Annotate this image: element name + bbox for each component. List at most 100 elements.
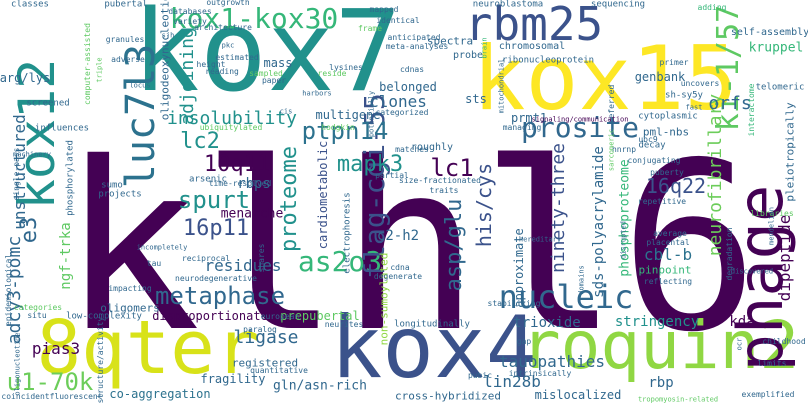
word: height bbox=[196, 60, 226, 69]
word: low-complexity bbox=[66, 311, 142, 322]
word: longitudinally bbox=[394, 319, 470, 330]
word: 16p11 bbox=[182, 216, 250, 241]
word: klhl6 bbox=[60, 113, 760, 383]
word: tropomyosin-related bbox=[637, 395, 719, 404]
word: placental bbox=[646, 238, 690, 247]
word: ligase bbox=[233, 327, 299, 348]
word: harbors bbox=[302, 89, 332, 98]
word: mislocalized bbox=[534, 388, 622, 402]
word: reside bbox=[317, 69, 347, 78]
word: probe bbox=[452, 50, 484, 61]
word: roughly bbox=[410, 142, 454, 153]
word: outgrowth bbox=[206, 0, 250, 7]
word: rbps bbox=[237, 176, 271, 192]
word: anticipated bbox=[387, 33, 441, 42]
word: discovered bbox=[730, 267, 774, 276]
word: registered bbox=[231, 356, 299, 370]
word: prepubertal bbox=[280, 309, 360, 323]
word: prosite bbox=[520, 111, 640, 144]
word: neurodegenerative bbox=[175, 274, 257, 283]
word: 10q11 bbox=[203, 152, 271, 177]
word: coincidentfluorescent bbox=[1, 392, 103, 401]
word: sts bbox=[465, 92, 487, 106]
word: libraries bbox=[750, 209, 794, 218]
word: roquin2 bbox=[520, 307, 800, 384]
word: 8qter bbox=[36, 305, 260, 391]
word: spurt bbox=[177, 186, 251, 214]
word: c2-h2 bbox=[376, 228, 420, 244]
word: variety bbox=[173, 17, 207, 26]
word: co-aggregation bbox=[109, 387, 211, 401]
word: spectra bbox=[426, 34, 474, 48]
word: gln/asn-rich bbox=[273, 378, 367, 394]
word: neuroblastoma bbox=[472, 0, 544, 10]
word: gap bbox=[516, 337, 532, 346]
word: frame bbox=[357, 24, 383, 33]
word: dipeptide bbox=[775, 214, 794, 302]
word: reflecting bbox=[643, 277, 693, 286]
word: cdnas bbox=[399, 65, 425, 74]
word: pml-nbs bbox=[642, 125, 690, 139]
word: repetitive bbox=[637, 197, 687, 206]
word: telomeric bbox=[755, 82, 805, 93]
word: primer bbox=[659, 58, 689, 67]
word: hnrnp bbox=[611, 145, 637, 154]
word: kda bbox=[729, 314, 755, 330]
word: stringency bbox=[614, 314, 700, 330]
word: disrupted bbox=[619, 221, 628, 259]
word: categories bbox=[13, 303, 63, 312]
word: stabilizing bbox=[487, 299, 541, 308]
word: reading bbox=[205, 67, 239, 76]
word: kox1-kox30 bbox=[169, 2, 339, 35]
word: phosphoproteome bbox=[617, 159, 633, 277]
word: interactome bbox=[747, 83, 756, 137]
word: cardiometabolic bbox=[316, 140, 330, 250]
word: pleiotropically bbox=[783, 102, 797, 202]
word: european bbox=[260, 312, 300, 321]
word: uncovers bbox=[680, 79, 720, 88]
word: nucleic bbox=[498, 278, 634, 316]
word: fast bbox=[685, 103, 703, 112]
word: ribonucleoprotein bbox=[501, 55, 595, 66]
word: sds-polyacrylamide bbox=[591, 146, 607, 298]
word: rbp bbox=[648, 375, 674, 391]
word: machinery bbox=[13, 150, 51, 159]
word: size-fractionated bbox=[399, 176, 481, 185]
word: insolubility bbox=[166, 108, 298, 129]
word: u1-70k bbox=[6, 368, 94, 396]
word: computer-assisted bbox=[83, 23, 92, 105]
word: time-resolved bbox=[208, 179, 272, 188]
word: influences bbox=[34, 123, 90, 134]
word: phosphorylated bbox=[65, 140, 76, 216]
word: pias3 bbox=[31, 339, 81, 358]
word: traits bbox=[429, 186, 459, 195]
word: mapk3 bbox=[336, 152, 404, 177]
word: sumo bbox=[101, 180, 123, 191]
word: mapped bbox=[369, 5, 399, 14]
word: mitochondrial bbox=[497, 58, 506, 114]
word: sequencing bbox=[590, 0, 646, 10]
word: epidemiological bbox=[4, 253, 13, 327]
word: puberty bbox=[650, 168, 684, 177]
word: identical bbox=[376, 16, 420, 25]
word: kruppel bbox=[748, 40, 804, 56]
word: lin28b bbox=[483, 372, 541, 391]
word: shares bbox=[257, 243, 266, 273]
word: sarcomeric bbox=[607, 128, 616, 172]
word: metaphase bbox=[154, 282, 286, 310]
word: situ bbox=[27, 311, 47, 320]
word: pubic bbox=[467, 371, 493, 380]
word: exemplified bbox=[741, 390, 795, 399]
word: degenerate bbox=[373, 272, 423, 281]
word: cis bbox=[279, 107, 293, 116]
word: kox7 bbox=[132, 0, 402, 117]
word: estimated bbox=[215, 53, 259, 62]
word: managing bbox=[502, 123, 542, 132]
word: structure/activity bbox=[96, 316, 105, 404]
word: childhood bbox=[762, 337, 806, 346]
word: ninety-three bbox=[548, 142, 569, 274]
word: quantitative bbox=[250, 366, 308, 375]
word: 16q22 bbox=[645, 174, 707, 198]
word: intrinsically bbox=[508, 369, 572, 378]
